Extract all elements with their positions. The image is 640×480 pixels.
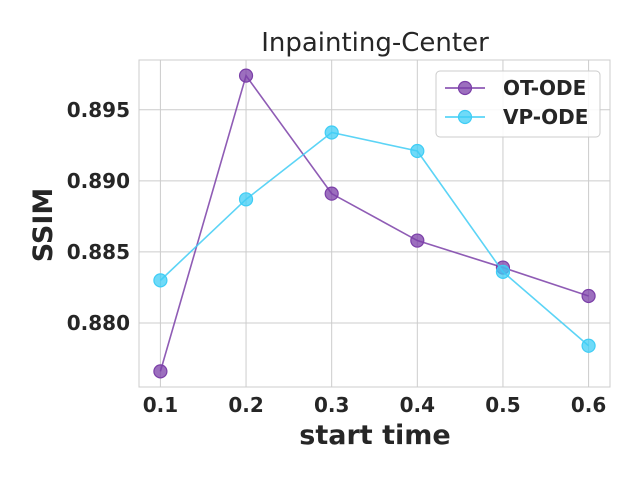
y-tick-label: 0.885 bbox=[67, 240, 130, 264]
data-point-vp-ode bbox=[324, 125, 339, 140]
legend-swatch-marker bbox=[457, 109, 473, 125]
data-point-ot-ode bbox=[238, 68, 254, 83]
legend-items: OT-ODE VP-ODE bbox=[445, 76, 588, 129]
y-tick-label: 0.895 bbox=[67, 98, 130, 122]
series-layer bbox=[153, 68, 596, 379]
x-tick-label: 0.6 bbox=[571, 393, 606, 417]
data-point-ot-ode bbox=[324, 186, 339, 201]
y-tick-label: 0.890 bbox=[67, 169, 130, 193]
x-tick-label: 0.2 bbox=[228, 393, 263, 417]
x-tick-label: 0.1 bbox=[143, 393, 178, 417]
x-tick-label: 0.5 bbox=[485, 393, 520, 417]
x-tick-label: 0.4 bbox=[400, 393, 435, 417]
legend-entry-ot-ode: OT-ODE bbox=[445, 76, 586, 100]
plot-frame bbox=[138, 59, 611, 388]
data-point-vp-ode bbox=[581, 338, 596, 353]
legend: OT-ODE VP-ODE bbox=[435, 70, 601, 138]
legend-label: VP-ODE bbox=[503, 105, 588, 129]
data-point-ot-ode bbox=[581, 288, 596, 304]
data-point-vp-ode bbox=[153, 273, 168, 288]
x-axis-label: start time bbox=[299, 420, 450, 451]
data-point-vp-ode bbox=[238, 192, 254, 207]
data-point-ot-ode bbox=[410, 233, 425, 248]
series-line-ot-ode bbox=[159, 73, 589, 372]
chart-title: Inpainting-Center bbox=[261, 28, 489, 58]
data-point-vp-ode bbox=[410, 143, 425, 159]
y-axis-ticks: 0.880 0.885 0.890 0.895 bbox=[67, 98, 130, 335]
x-axis-ticks: 0.1 0.2 0.3 0.4 0.5 0.6 bbox=[143, 393, 607, 417]
series-vp-ode bbox=[153, 125, 596, 353]
legend-label: OT-ODE bbox=[503, 76, 586, 100]
series-line-vp-ode bbox=[159, 131, 590, 347]
data-point-vp-ode bbox=[495, 264, 511, 279]
y-axis-label: SSIM bbox=[28, 188, 59, 263]
legend-entry-vp-ode: VP-ODE bbox=[445, 105, 588, 129]
data-point-ot-ode bbox=[153, 364, 168, 379]
y-tick-label: 0.880 bbox=[67, 311, 130, 335]
x-tick-label: 0.3 bbox=[314, 393, 349, 417]
legend-swatch-marker bbox=[457, 80, 473, 96]
